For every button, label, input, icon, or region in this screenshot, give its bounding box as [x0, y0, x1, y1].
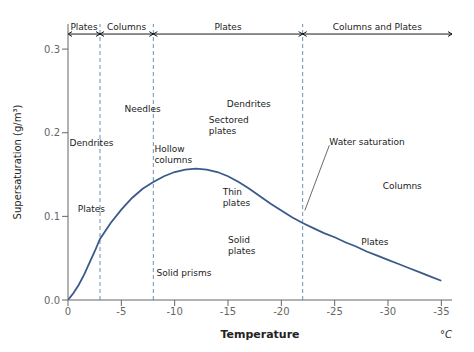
- svg-text:0.0: 0.0: [44, 295, 60, 306]
- svg-text:Needles: Needles: [125, 104, 162, 114]
- svg-text:0: 0: [65, 306, 71, 317]
- svg-text:Dendrites: Dendrites: [70, 138, 114, 148]
- svg-text:°C: °C: [440, 329, 452, 340]
- svg-text:Water saturation: Water saturation: [329, 137, 404, 147]
- svg-text:-5: -5: [116, 306, 126, 317]
- svg-text:-20: -20: [273, 306, 289, 317]
- svg-text:Hollowcolumns: Hollowcolumns: [154, 144, 192, 165]
- svg-text:0.1: 0.1: [44, 211, 60, 222]
- svg-text:-30: -30: [380, 306, 396, 317]
- svg-text:Columns: Columns: [383, 181, 422, 191]
- svg-text:Dendrites: Dendrites: [227, 99, 271, 109]
- svg-text:-10: -10: [166, 306, 182, 317]
- svg-text:Solidplates: Solidplates: [228, 235, 256, 256]
- svg-text:Plates: Plates: [78, 204, 106, 214]
- svg-text:0.2: 0.2: [44, 127, 60, 138]
- svg-text:Plates: Plates: [361, 237, 389, 247]
- svg-text:-15: -15: [220, 306, 236, 317]
- svg-text:-25: -25: [326, 306, 342, 317]
- svg-text:0.3: 0.3: [44, 44, 60, 55]
- svg-text:Temperature: Temperature: [220, 328, 299, 341]
- svg-text:Sectoredplates: Sectoredplates: [209, 115, 249, 136]
- svg-text:Solid prisms: Solid prisms: [157, 268, 212, 278]
- svg-text:Thinplates: Thinplates: [222, 187, 251, 208]
- svg-text:Columns: Columns: [107, 22, 146, 32]
- svg-text:-35: -35: [433, 306, 449, 317]
- svg-text:Columns and Plates: Columns and Plates: [333, 22, 422, 32]
- svg-text:Plates: Plates: [70, 22, 98, 32]
- svg-text:Plates: Plates: [214, 22, 242, 32]
- svg-text:Supersaturation (g/m³): Supersaturation (g/m³): [12, 105, 23, 220]
